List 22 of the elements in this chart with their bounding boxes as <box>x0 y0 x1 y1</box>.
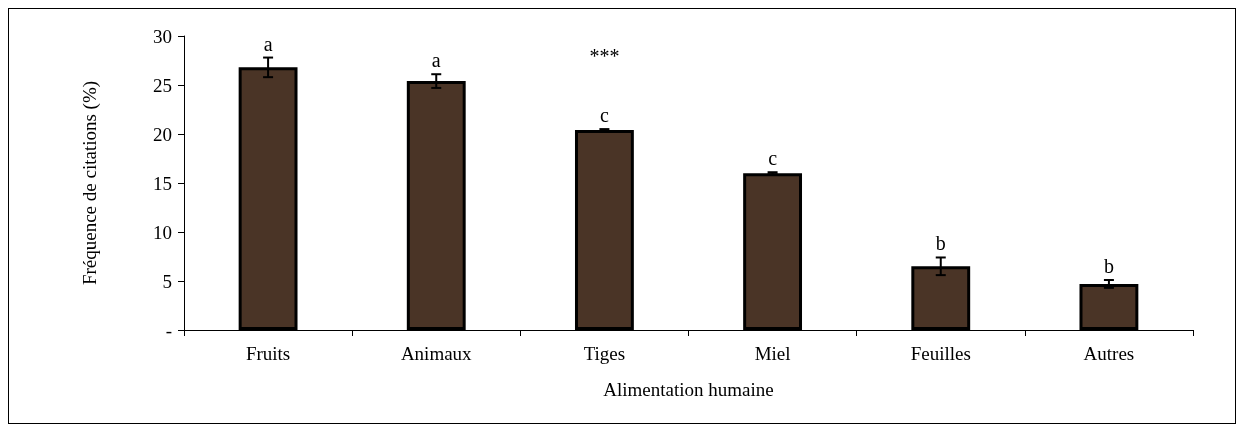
y-tick-label: 5 <box>162 270 172 292</box>
annotation: a <box>263 32 273 55</box>
x-tick-label: Fruits <box>245 343 291 364</box>
annotation: c <box>768 147 778 170</box>
x-axis-title: Alimentation humaine <box>603 379 774 400</box>
y-tick-label: 25 <box>153 74 172 96</box>
x-tick-label: Miel <box>754 343 791 364</box>
y-tick-label: 20 <box>153 123 172 145</box>
annotation: b <box>1103 255 1114 278</box>
annotation: a <box>431 49 441 72</box>
annotation: b <box>935 232 946 255</box>
x-tick-label: Feuilles <box>910 343 971 364</box>
x-tick-label: Autres <box>1083 343 1135 364</box>
y-tick-label: 10 <box>153 221 172 243</box>
y-tick-label: 15 <box>153 172 172 194</box>
y-tick-label: 30 <box>153 25 172 47</box>
annotation: c <box>599 104 609 127</box>
y-axis-title: Fréquence de citations (%) <box>79 80 101 286</box>
x-tick-label: Tiges <box>583 343 626 364</box>
annotation: *** <box>589 45 620 67</box>
y-tick-label: - <box>165 319 172 341</box>
x-tick-label: Animaux <box>400 343 473 364</box>
